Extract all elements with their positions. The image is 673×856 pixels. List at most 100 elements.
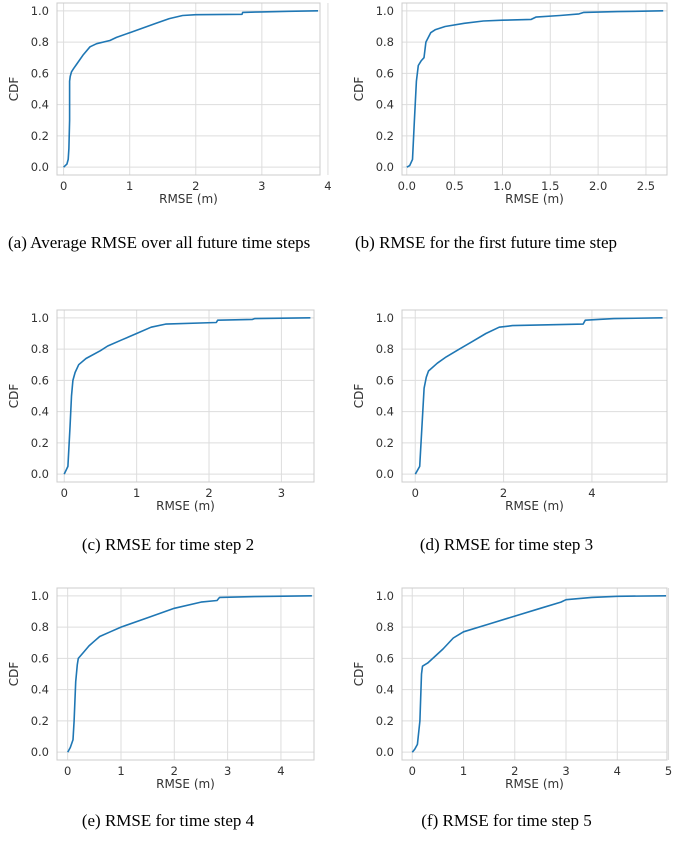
cdf-chart-b: 0.0 0.5 1.0 1.5 2.0 2.50.00.20.40.60.81.0RMSE…: [352, 2, 668, 206]
plot-frame: [401, 309, 668, 483]
x-tick-label: 2.0: [589, 179, 607, 193]
chart-panel-d: 0 2 4 0.0 0.2 0.4 0.6 0.8 1.0 RMSE (m) CDF: [340, 300, 673, 578]
x-tick-label: 5: [665, 764, 672, 778]
x-tick-label: 3: [224, 764, 231, 778]
y-tick-label: 0.8: [31, 35, 49, 49]
x-tick-label: 1: [460, 764, 467, 778]
x-tick-label: 0.0: [398, 179, 416, 193]
y-axis-label: CDF: [352, 77, 366, 102]
x-axis-label: RMSE (m): [505, 777, 564, 791]
x-tick-label: 0: [409, 764, 416, 778]
y-tick-label: 0.6: [31, 373, 49, 387]
y-axis-label: CDF: [7, 77, 21, 102]
y-tick-label: 0.4: [376, 683, 394, 697]
x-tick-label: 1.0: [493, 179, 511, 193]
y-tick-label: 0.4: [31, 683, 49, 697]
chart-panel-e: 0 1 2 3 4 0.0 0.2 0.4 0.6 0.8 1.0 RMSE (m) CDF: [0, 578, 336, 856]
x-tick-label: 3: [258, 179, 265, 193]
x-axis-label: RMSE (m): [159, 192, 218, 206]
cdf-chart-f: 0 1 2 3 4 5 0.0 0.2 0.4 0.6 0.8 1.0 RMSE (m) CDF: [352, 587, 672, 791]
x-tick-label: 4: [324, 179, 331, 193]
chart-panel-c: 0 1 2 3 0.0 0.2 0.4 0.6 0.8 1.0 RMSE (m) CDF: [0, 300, 336, 578]
plot-frame: [56, 2, 321, 176]
x-tick-label: 0.5: [445, 179, 463, 193]
x-tick-label: 3: [562, 764, 569, 778]
x-axis-label: RMSE (m): [505, 192, 564, 206]
y-tick-label: 0.8: [376, 35, 394, 49]
cdf-chart-c: 0 1 2 3 0.0 0.2 0.4 0.6 0.8 1.0 RMSE (m) CDF: [7, 309, 315, 513]
cdf-line: [411, 595, 667, 753]
x-tick-label: 1.5: [541, 179, 559, 193]
y-tick-label: 1.0: [31, 4, 49, 18]
x-axis-label: RMSE (m): [156, 777, 215, 791]
x-tick-label: 4: [277, 764, 284, 778]
y-tick-label: 0.0: [376, 745, 394, 759]
x-axis-label: RMSE (m): [156, 499, 215, 513]
y-tick-label: 0.0: [31, 745, 49, 759]
y-tick-label: 0.0: [376, 160, 394, 174]
y-tick-label: 0.6: [376, 373, 394, 387]
y-axis-label: CDF: [7, 662, 21, 687]
x-tick-label: 1: [117, 764, 124, 778]
x-tick-label: 0: [60, 179, 67, 193]
x-tick-label: 4: [588, 486, 595, 500]
y-tick-label: 0.6: [376, 66, 394, 80]
chart-panel-f: 0 1 2 3 4 5 0.0 0.2 0.4 0.6 0.8 1.0 RMSE (m) CDF: [340, 578, 673, 856]
y-tick-label: 0.2: [31, 714, 49, 728]
x-tick-label: 1: [133, 486, 140, 500]
plot-frame: [401, 2, 668, 176]
caption-b: (b) RMSE for the first future time step: [355, 233, 618, 252]
y-tick-label: 1.0: [376, 4, 394, 18]
cdf-line: [63, 317, 311, 475]
chart-panel-a: 0 1 2 3 4 0.0 0.2 0.4 0.6 0.8 1.0 RMSE (m) CDF: [0, 0, 336, 278]
y-tick-label: 0.8: [31, 342, 49, 356]
x-tick-label: 2: [500, 486, 507, 500]
y-axis-label: CDF: [7, 384, 21, 409]
y-tick-label: 0.2: [376, 129, 394, 143]
y-tick-label: 0.0: [31, 160, 49, 174]
cdf-line: [414, 317, 663, 475]
x-tick-label: 0: [412, 486, 419, 500]
y-tick-label: 0.6: [376, 651, 394, 665]
caption-e: (e) RMSE for time step 4: [81, 811, 255, 830]
y-tick-label: 1.0: [376, 311, 394, 325]
chart-panel-b: 0.0 0.5 1.0 1.5 2.0 2.5 0.0 0.2 0.4 0.6 0.8 1.0 RMSE…: [340, 0, 673, 278]
y-tick-label: 0.2: [376, 436, 394, 450]
cdf-line: [63, 10, 319, 168]
x-tick-label: 2: [192, 179, 199, 193]
y-tick-label: 0.2: [31, 129, 49, 143]
y-tick-label: 0.4: [31, 405, 49, 419]
y-tick-label: 1.0: [31, 311, 49, 325]
y-tick-label: 1.0: [376, 589, 394, 603]
caption-a: (a) Average RMSE over all future time st…: [8, 233, 311, 252]
y-axis-label: CDF: [352, 384, 366, 409]
x-tick-label: 2: [205, 486, 212, 500]
plot-frame: [56, 587, 315, 761]
y-tick-label: 0.0: [376, 467, 394, 481]
cdf-chart-d: 0 2 4 0.0 0.2 0.4 0.6 0.8 1.0 RMSE (m) CDF: [352, 309, 668, 513]
x-tick-label: 2.5: [637, 179, 655, 193]
x-axis-label: RMSE (m): [505, 499, 564, 513]
x-tick-label: 3: [278, 486, 285, 500]
caption-d: (d) RMSE for time step 3: [419, 535, 594, 554]
x-tick-label: 2: [511, 764, 518, 778]
caption-f: (f) RMSE for time step 5: [421, 811, 592, 830]
y-tick-label: 0.8: [376, 620, 394, 634]
x-tick-label: 0: [61, 486, 68, 500]
y-axis-label: CDF: [352, 662, 366, 687]
x-tick-label: 1: [126, 179, 133, 193]
y-tick-label: 0.0: [31, 467, 49, 481]
y-tick-label: 0.2: [31, 436, 49, 450]
cdf-chart-a: 0 1 2 3 4 0.0 0.2 0.4 0.6 0.8 1.0 RMSE (m) CDF: [7, 2, 332, 206]
y-tick-label: 0.2: [376, 714, 394, 728]
y-tick-label: 0.6: [31, 651, 49, 665]
y-tick-label: 0.4: [376, 405, 394, 419]
y-tick-label: 0.8: [376, 342, 394, 356]
x-tick-label: 0: [64, 764, 71, 778]
y-tick-label: 0.4: [376, 98, 394, 112]
y-tick-label: 0.4: [31, 98, 49, 112]
cdf-line: [406, 10, 664, 168]
plot-frame: [401, 587, 668, 761]
caption-c: (c) RMSE for time step 2: [81, 535, 255, 554]
x-tick-label: 2: [171, 764, 178, 778]
